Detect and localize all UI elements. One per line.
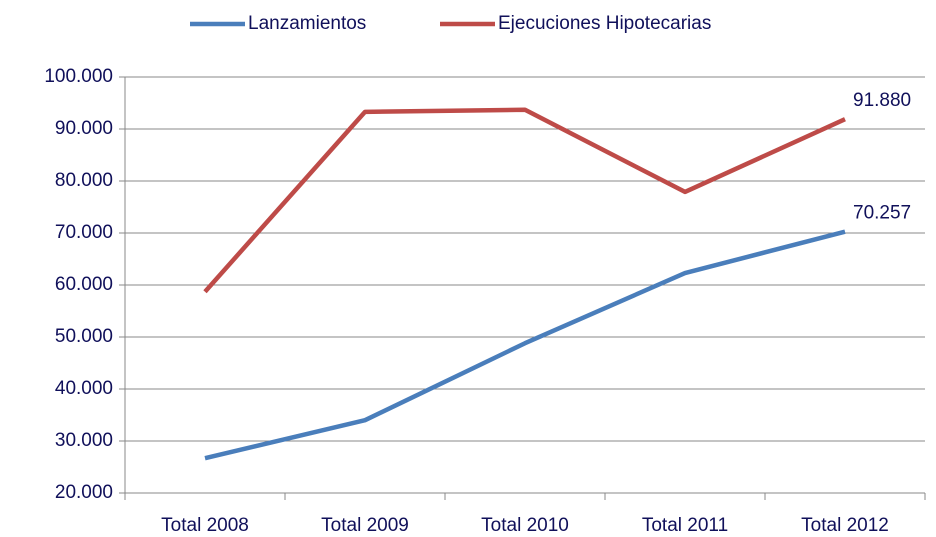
series-line: [203, 107, 846, 294]
y-tick-label: 20.000: [55, 482, 113, 503]
y-tick-label: 30.000: [55, 430, 113, 451]
y-tick-label: 90.000: [55, 118, 113, 139]
y-tick-label: 60.000: [55, 274, 113, 295]
data-label: 91.880: [853, 90, 911, 111]
legend-label: Ejecuciones Hipotecarias: [498, 13, 711, 34]
x-tick-label: Total 2012: [801, 515, 889, 536]
y-tick-label: 70.000: [55, 222, 113, 243]
legend-label: Lanzamientos: [248, 13, 366, 34]
x-tick-label: Total 2011: [642, 515, 728, 536]
y-tick-label: 100.000: [44, 66, 113, 87]
x-tick-label: Total 2009: [321, 515, 409, 536]
data-label: 70.257: [853, 203, 911, 224]
x-tick-label: Total 2008: [161, 515, 249, 536]
y-tick-label: 80.000: [55, 170, 113, 191]
x-tick-label: Total 2010: [481, 515, 569, 536]
y-tick-label: 50.000: [55, 326, 113, 347]
y-tick-label: 40.000: [55, 378, 113, 399]
series-line: [204, 229, 846, 461]
